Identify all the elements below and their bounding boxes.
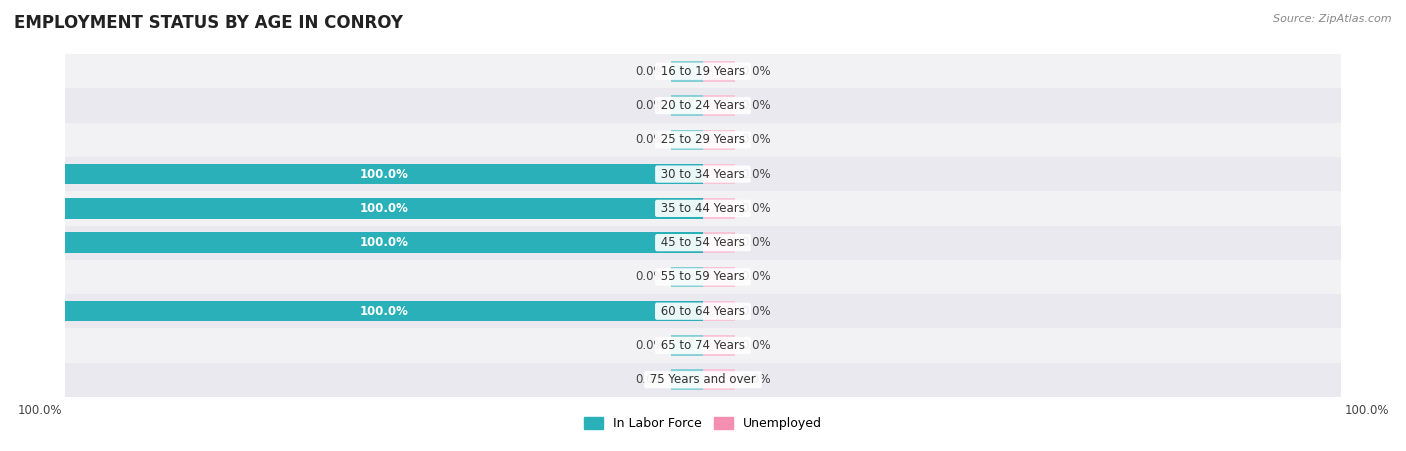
Bar [703, 164, 735, 184]
Legend: In Labor Force, Unemployed: In Labor Force, Unemployed [579, 412, 827, 435]
Bar [671, 335, 703, 356]
Bar [65, 88, 1341, 123]
Bar [671, 369, 703, 390]
Bar [671, 129, 703, 150]
Bar [65, 301, 703, 322]
Bar [65, 164, 703, 184]
Bar [65, 123, 1341, 157]
Bar [703, 232, 735, 253]
Bar [65, 54, 1341, 88]
Text: 0.0%: 0.0% [636, 339, 665, 352]
Text: 0.0%: 0.0% [636, 99, 665, 112]
Bar [65, 232, 703, 253]
Text: 100.0%: 100.0% [1344, 405, 1389, 418]
Bar [65, 260, 1341, 294]
Text: 0.0%: 0.0% [636, 373, 665, 386]
Bar [703, 335, 735, 356]
Text: Source: ZipAtlas.com: Source: ZipAtlas.com [1274, 14, 1392, 23]
Bar [65, 328, 1341, 363]
Text: 0.0%: 0.0% [636, 271, 665, 283]
Bar [671, 267, 703, 287]
Text: 100.0%: 100.0% [360, 305, 409, 318]
Bar [671, 95, 703, 116]
Text: 16 to 19 Years: 16 to 19 Years [657, 65, 749, 78]
Text: 0.0%: 0.0% [741, 65, 770, 78]
Text: 0.0%: 0.0% [741, 168, 770, 180]
Bar [703, 267, 735, 287]
Text: 30 to 34 Years: 30 to 34 Years [657, 168, 749, 180]
Text: 0.0%: 0.0% [741, 339, 770, 352]
Bar [703, 129, 735, 150]
Text: 0.0%: 0.0% [741, 202, 770, 215]
Bar [671, 61, 703, 82]
Text: 60 to 64 Years: 60 to 64 Years [657, 305, 749, 318]
Text: 65 to 74 Years: 65 to 74 Years [657, 339, 749, 352]
Text: 75 Years and over: 75 Years and over [647, 373, 759, 386]
Text: 55 to 59 Years: 55 to 59 Years [657, 271, 749, 283]
Text: 0.0%: 0.0% [636, 133, 665, 146]
Bar [65, 363, 1341, 397]
Text: 100.0%: 100.0% [17, 405, 62, 418]
Bar [65, 191, 1341, 226]
Text: EMPLOYMENT STATUS BY AGE IN CONROY: EMPLOYMENT STATUS BY AGE IN CONROY [14, 14, 404, 32]
Text: 0.0%: 0.0% [741, 373, 770, 386]
Bar [65, 294, 1341, 328]
Bar [65, 226, 1341, 260]
Text: 20 to 24 Years: 20 to 24 Years [657, 99, 749, 112]
Text: 100.0%: 100.0% [360, 168, 409, 180]
Bar [703, 95, 735, 116]
Bar [703, 198, 735, 219]
Text: 0.0%: 0.0% [741, 99, 770, 112]
Text: 100.0%: 100.0% [360, 236, 409, 249]
Bar [65, 198, 703, 219]
Text: 0.0%: 0.0% [741, 271, 770, 283]
Text: 45 to 54 Years: 45 to 54 Years [657, 236, 749, 249]
Text: 100.0%: 100.0% [360, 202, 409, 215]
Bar [703, 369, 735, 390]
Text: 35 to 44 Years: 35 to 44 Years [657, 202, 749, 215]
Bar [703, 61, 735, 82]
Text: 0.0%: 0.0% [741, 133, 770, 146]
Text: 25 to 29 Years: 25 to 29 Years [657, 133, 749, 146]
Text: 0.0%: 0.0% [741, 236, 770, 249]
Text: 0.0%: 0.0% [741, 305, 770, 318]
Bar [703, 301, 735, 322]
Text: 0.0%: 0.0% [636, 65, 665, 78]
Bar [65, 157, 1341, 191]
